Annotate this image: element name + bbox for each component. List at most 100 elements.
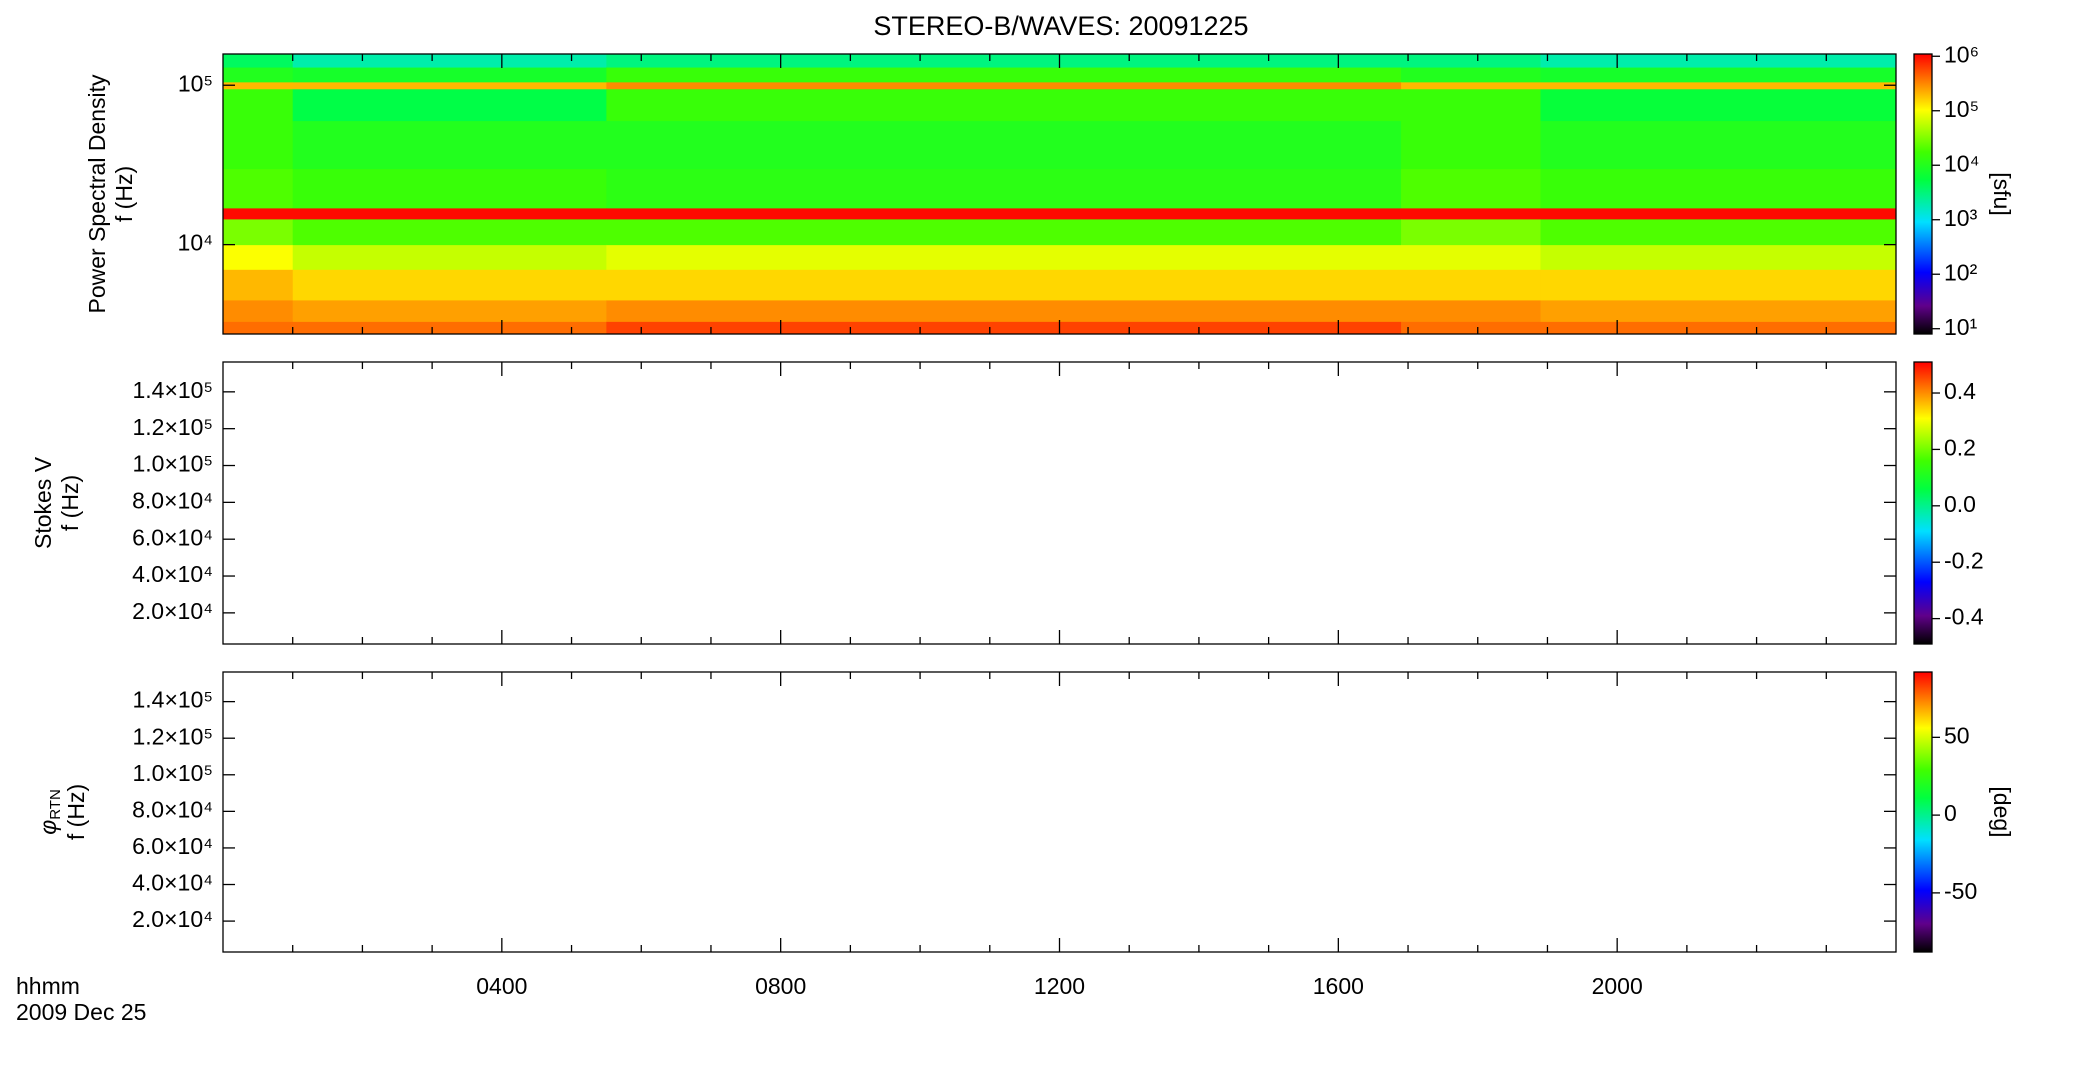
y-axis-label: f (Hz) xyxy=(111,166,137,222)
colorbar xyxy=(1913,671,1933,953)
colorbar-tick-label: 0.0 xyxy=(1944,491,1976,517)
spectrogram-cell xyxy=(223,321,294,335)
spectrogram-cell xyxy=(292,81,607,90)
spectrogram-cell xyxy=(1401,207,1541,220)
spectrogram-cell xyxy=(1540,269,1897,301)
colorbar xyxy=(1913,361,1933,645)
y-tick-label: 1.2×10⁵ xyxy=(132,414,213,440)
colorbar-tick-label: 10⁴ xyxy=(1944,150,1979,176)
spectrogram-cell xyxy=(606,168,1402,209)
spectrogram-cell xyxy=(292,244,607,270)
colorbar-tick-label: 10² xyxy=(1944,259,1978,285)
spectrogram-cell xyxy=(223,299,294,322)
spectrogram-cell xyxy=(606,88,1402,122)
y-axis-label: f (Hz) xyxy=(63,784,89,840)
spectrogram-cell xyxy=(292,67,607,83)
spectrogram-cell xyxy=(1540,88,1897,122)
colorbar-label: [sfu] xyxy=(1989,172,2015,215)
spectrogram-cell xyxy=(1540,321,1897,335)
colorbar-tick-label: 50 xyxy=(1944,722,1970,748)
spectrogram-cell xyxy=(1540,299,1897,322)
plot-frame xyxy=(222,671,1897,953)
spectrogram-cell xyxy=(223,244,294,270)
x-tick-label: 2000 xyxy=(1592,973,1643,999)
spectrogram-cell xyxy=(1540,244,1897,270)
spectrogram-cell xyxy=(1401,54,1541,68)
spectrogram-cell xyxy=(223,218,294,246)
spectrogram-cell xyxy=(1540,120,1897,170)
spectrogram-cell xyxy=(1540,168,1897,209)
spectrogram-cell xyxy=(1401,269,1541,301)
spectrogram-cell xyxy=(606,269,1402,301)
y-axis-label: f (Hz) xyxy=(57,475,83,531)
y-axis-symbol: φRTN xyxy=(35,789,64,835)
colorbar-tick-label: -0.2 xyxy=(1944,547,1984,573)
x-axis-label: hhmm xyxy=(16,973,80,999)
colorbar-tick-label: 10¹ xyxy=(1944,314,1978,340)
spectrogram-cell xyxy=(606,321,1402,335)
spectrogram-cell xyxy=(292,218,607,246)
colorbar-tick-label: 10⁵ xyxy=(1944,96,1979,122)
y-tick-label: 10⁵ xyxy=(178,70,213,96)
y-tick-label: 2.0×10⁴ xyxy=(132,906,213,932)
spectrogram-cell xyxy=(292,207,607,220)
spectrogram-cell xyxy=(292,120,607,170)
spectrogram-cell xyxy=(292,299,607,322)
y-tick-label: 8.0×10⁴ xyxy=(132,487,213,513)
x-axis-label: 2009 Dec 25 xyxy=(16,999,146,1025)
y-axis-label: Stokes V xyxy=(30,456,56,549)
spectrogram-cell xyxy=(223,168,294,209)
spectrogram-cell xyxy=(292,321,607,335)
spectrogram-cell xyxy=(223,54,294,68)
spectrogram-cell xyxy=(606,120,1402,170)
spectrogram-cell xyxy=(1540,81,1897,90)
y-tick-label: 1.4×10⁵ xyxy=(132,687,213,713)
spectrogram-cell xyxy=(1540,218,1897,246)
spectrogram-cell xyxy=(223,88,294,122)
x-tick-label: 0400 xyxy=(476,973,527,999)
colorbar-tick-label: -50 xyxy=(1944,878,1977,904)
colorbar-label: [deg] xyxy=(1989,786,2015,837)
spectrogram-cell xyxy=(606,218,1402,246)
spectrogram-cell xyxy=(606,299,1402,322)
colorbar-tick-label: 0.2 xyxy=(1944,434,1976,460)
spectrogram-cell xyxy=(606,67,1402,83)
spectrogram-cell xyxy=(223,120,294,170)
spectrogram-cell xyxy=(1401,67,1541,83)
spectrogram-cell xyxy=(1401,88,1541,122)
y-tick-label: 4.0×10⁴ xyxy=(132,870,213,896)
y-axis-label: Power Spectral Density xyxy=(84,74,110,314)
spectrogram-cell xyxy=(1401,120,1541,170)
y-axis-symbol-sub: RTN xyxy=(47,789,64,820)
y-tick-label: 6.0×10⁴ xyxy=(132,524,213,550)
y-tick-label: 1.0×10⁵ xyxy=(132,760,213,786)
spectrogram-cell xyxy=(1401,244,1541,270)
spectrogram-cell xyxy=(1540,54,1897,68)
spectrogram-cell xyxy=(1401,218,1541,246)
spectrogram-cell xyxy=(606,81,1402,90)
y-tick-label: 10⁴ xyxy=(178,230,213,256)
spectrogram-cell xyxy=(606,54,1402,68)
spectrogram-cell xyxy=(292,54,607,68)
x-tick-label: 1200 xyxy=(1034,973,1085,999)
colorbar-tick-label: 0.4 xyxy=(1944,378,1976,404)
colorbar-tick-label: 10³ xyxy=(1944,205,1978,231)
y-tick-label: 8.0×10⁴ xyxy=(132,796,213,822)
x-tick-label: 0800 xyxy=(755,973,806,999)
spectrogram-cell xyxy=(223,67,294,83)
spectrogram-cell xyxy=(1401,168,1541,209)
spectrogram-cell xyxy=(1540,207,1897,220)
spectrogram-cell xyxy=(1401,321,1541,335)
y-axis-symbol-main: φ xyxy=(35,820,61,835)
spectrogram-cell xyxy=(1540,67,1897,83)
chart-title: STEREO-B/WAVES: 20091225 xyxy=(873,11,1248,41)
y-tick-label: 1.4×10⁵ xyxy=(132,377,213,403)
spectrogram-cell xyxy=(606,244,1402,270)
y-tick-label: 6.0×10⁴ xyxy=(132,833,213,859)
x-tick-label: 1600 xyxy=(1313,973,1364,999)
colorbar xyxy=(1913,53,1933,335)
spectrogram-cell xyxy=(1401,81,1541,90)
colorbar-tick-label: 10⁶ xyxy=(1944,41,1979,67)
y-tick-label: 1.0×10⁵ xyxy=(132,451,213,477)
